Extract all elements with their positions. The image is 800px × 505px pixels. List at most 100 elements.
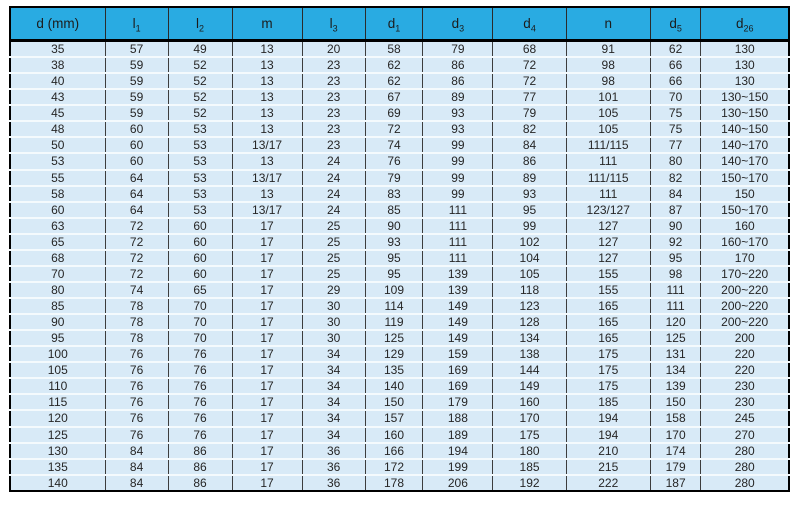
table-cell: 127 <box>565 216 651 234</box>
table-cell: 144 <box>492 361 567 379</box>
table-cell: 70 <box>167 313 232 331</box>
table-cell: 25 <box>301 264 366 282</box>
table-cell: 17 <box>231 280 303 298</box>
table-cell: 25 <box>301 248 366 266</box>
table-cell: 23 <box>301 120 366 138</box>
table-cell: 68 <box>10 248 106 266</box>
col-header-n: n <box>565 7 651 42</box>
table-cell: 102 <box>492 232 567 250</box>
table-cell: 17 <box>231 313 303 331</box>
table-cell: 17 <box>231 409 303 427</box>
table-row: 85 78 70 17 30 114 149 123 165 111 200~220 <box>10 296 789 315</box>
table-cell: 174 <box>649 441 701 459</box>
table-cell: 165 <box>565 313 651 331</box>
table-cell: 280 <box>700 473 789 491</box>
table-cell: 149 <box>422 313 493 331</box>
table-cell: 91 <box>565 40 651 58</box>
table-cell: 166 <box>364 441 423 459</box>
table-cell: 170 <box>700 248 789 266</box>
table-cell: 13 <box>231 104 303 122</box>
table-cell: 104 <box>492 248 567 266</box>
table-cell: 178 <box>364 473 423 491</box>
table-cell: 52 <box>167 104 232 122</box>
table-cell: 80 <box>10 280 106 298</box>
table-cell: 99 <box>422 152 493 170</box>
table-cell: 63 <box>10 216 106 234</box>
table-cell: 13 <box>231 152 303 170</box>
table-cell: 84 <box>492 136 567 154</box>
table-cell: 150~170 <box>700 168 789 186</box>
table-cell: 17 <box>231 216 303 234</box>
table-cell: 140 <box>10 473 106 491</box>
table-cell: 130~150 <box>700 104 789 122</box>
table-cell: 111 <box>649 280 701 298</box>
table-row: 50 60 53 13/17 23 74 99 84 111/115 77 140~170 <box>10 136 789 154</box>
table-cell: 134 <box>492 329 567 347</box>
table-cell: 17 <box>231 393 303 411</box>
table-cell: 206 <box>422 473 493 491</box>
table-cell: 98 <box>565 56 651 74</box>
table-cell: 140~170 <box>700 152 789 170</box>
table-row: 95 78 70 17 30 125 149 134 165 125 200 <box>10 329 789 347</box>
table-cell: 84 <box>104 473 169 491</box>
table-cell: 95 <box>364 264 423 282</box>
table-cell: 185 <box>565 393 651 411</box>
dimension-table-container: d (mm) l1 l2 m l3 d1 d3 d4 n d5 d26 35 57 49 13 20 58 79… <box>9 6 790 492</box>
table-cell: 128 <box>492 313 567 331</box>
table-cell: 59 <box>104 72 169 90</box>
table-cell: 17 <box>231 296 303 315</box>
table-cell: 85 <box>10 296 106 315</box>
table-cell: 84 <box>104 457 169 475</box>
table-cell: 111 <box>422 216 493 234</box>
col-header-d5: d5 <box>649 7 701 42</box>
table-cell: 20 <box>301 40 366 58</box>
table-cell: 23 <box>301 104 366 122</box>
table-cell: 60 <box>167 232 232 250</box>
table-cell: 100 <box>10 345 106 363</box>
table-cell: 138 <box>492 345 567 363</box>
table-cell: 25 <box>301 232 366 250</box>
table-cell: 59 <box>104 88 169 106</box>
table-cell: 111 <box>565 152 651 170</box>
table-cell: 200~220 <box>700 313 789 331</box>
table-cell: 130 <box>700 40 789 58</box>
table-cell: 98 <box>565 72 651 90</box>
table-cell: 64 <box>104 168 169 186</box>
table-cell: 76 <box>167 409 232 427</box>
table-cell: 80 <box>649 152 701 170</box>
table-cell: 95 <box>10 329 106 347</box>
table-cell: 70 <box>10 264 106 282</box>
table-cell: 109 <box>364 280 423 298</box>
table-cell: 150 <box>364 393 423 411</box>
table-cell: 76 <box>104 345 169 363</box>
table-cell: 222 <box>565 473 651 491</box>
table-cell: 52 <box>167 88 232 106</box>
table-cell: 72 <box>364 120 423 138</box>
table-cell: 72 <box>104 248 169 266</box>
table-cell: 45 <box>10 104 106 122</box>
table-cell: 172 <box>364 457 423 475</box>
table-cell: 245 <box>700 409 789 427</box>
table-cell: 29 <box>301 280 366 298</box>
table-cell: 68 <box>492 40 567 58</box>
table-cell: 13 <box>231 120 303 138</box>
table-cell: 220 <box>700 345 789 363</box>
table-cell: 60 <box>167 264 232 282</box>
table-cell: 89 <box>422 88 493 106</box>
table-row: 105 76 76 17 34 135 169 144 175 134 220 <box>10 361 789 379</box>
table-cell: 70 <box>167 296 232 315</box>
table-cell: 76 <box>104 377 169 395</box>
table-cell: 149 <box>422 329 493 347</box>
table-cell: 24 <box>301 184 366 202</box>
table-cell: 36 <box>301 473 366 491</box>
table-cell: 149 <box>492 377 567 395</box>
table-cell: 90 <box>10 313 106 331</box>
table-cell: 105 <box>492 264 567 282</box>
table-cell: 105 <box>10 361 106 379</box>
table-cell: 35 <box>10 40 106 58</box>
table-cell: 118 <box>492 280 567 298</box>
table-cell: 194 <box>565 425 651 443</box>
table-cell: 64 <box>104 200 169 218</box>
table-cell: 79 <box>364 168 423 186</box>
table-cell: 66 <box>649 72 701 90</box>
